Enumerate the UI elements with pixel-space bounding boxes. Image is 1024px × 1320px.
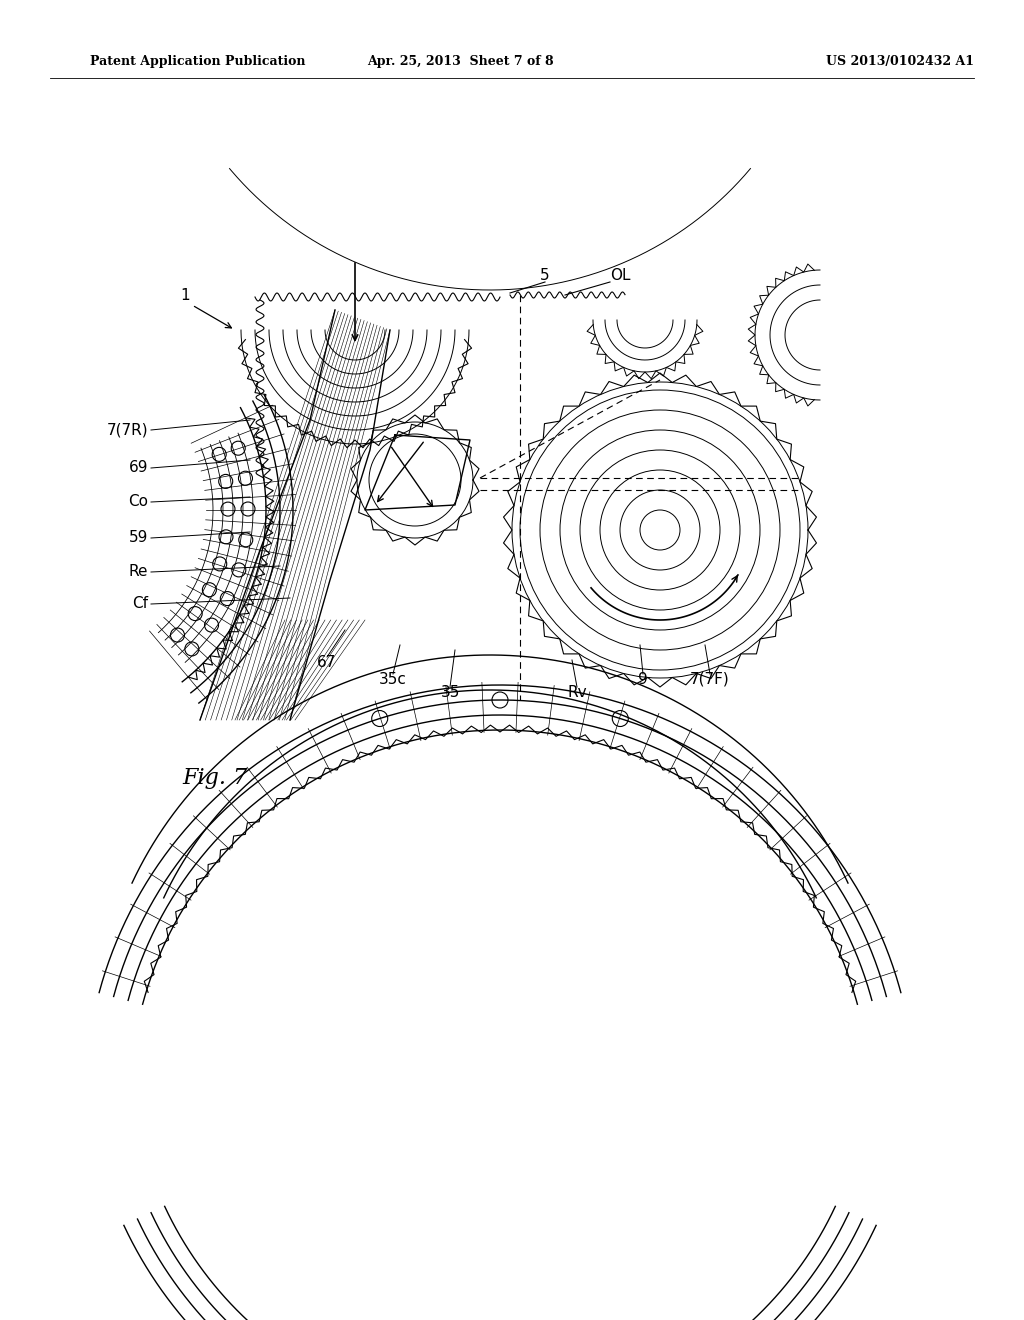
Text: Apr. 25, 2013  Sheet 7 of 8: Apr. 25, 2013 Sheet 7 of 8 [367,55,553,69]
Text: 7(7F): 7(7F) [690,672,730,686]
Text: 7(7R): 7(7R) [106,422,148,437]
Text: 69: 69 [128,461,148,475]
Text: 5: 5 [541,268,550,282]
Text: 9: 9 [638,672,648,686]
Text: 59: 59 [129,531,148,545]
Text: Cf: Cf [132,597,148,611]
Text: Patent Application Publication: Patent Application Publication [90,55,305,69]
Text: OL: OL [609,268,630,282]
Text: Re: Re [128,565,148,579]
Text: Co: Co [128,495,148,510]
Text: US 2013/0102432 A1: US 2013/0102432 A1 [826,55,974,69]
Text: 1: 1 [180,289,189,304]
Text: Rv: Rv [567,685,587,700]
Text: 35c: 35c [379,672,407,686]
Text: 67: 67 [317,655,337,671]
Text: Fig. 7: Fig. 7 [182,767,248,789]
Text: 35: 35 [440,685,460,700]
